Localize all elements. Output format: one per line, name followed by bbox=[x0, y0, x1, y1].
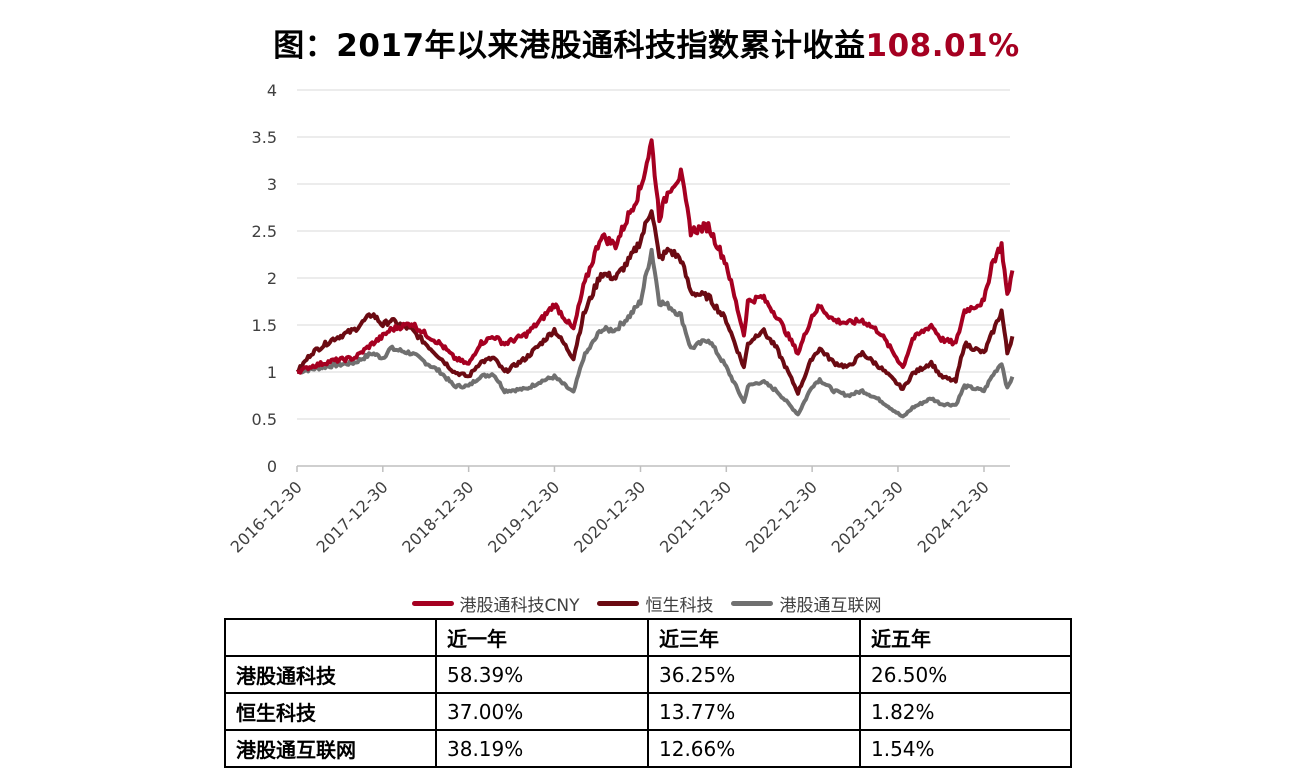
series-line-1 bbox=[295, 209, 1015, 396]
legend-item-internet: 港股通互联网 bbox=[731, 591, 881, 616]
legend-label: 港股通互联网 bbox=[779, 596, 882, 616]
returns-table: 近一年 近三年 近五年 港股通科技 58.39% 36.25% 26.50% 恒… bbox=[224, 618, 1072, 768]
series-line-2 bbox=[296, 247, 1015, 419]
chart-title-highlight: 108.01% bbox=[865, 28, 1020, 64]
y-tick-label: 1.5 bbox=[252, 316, 277, 335]
table-cell: 13.77% bbox=[647, 692, 861, 731]
row-label: 港股通科技 bbox=[224, 655, 437, 694]
legend: 港股通科技CNY 恒生科技 港股通互联网 bbox=[0, 591, 1293, 616]
y-tick-label: 0.5 bbox=[252, 410, 277, 429]
line-chart: 00.511.522.533.54 2016-12-30 2017-12-30 20… bbox=[227, 81, 1015, 557]
gridlines bbox=[297, 89, 1010, 420]
header-cell: 近五年 bbox=[859, 618, 1072, 657]
y-tick-label: 2 bbox=[267, 269, 277, 288]
x-tick-label: 2016-12-30 bbox=[227, 477, 306, 556]
y-tick-label: 3.5 bbox=[252, 128, 277, 147]
row-label: 恒生科技 bbox=[224, 692, 437, 731]
table-cell: 38.19% bbox=[435, 729, 649, 768]
y-tick-label: 3 bbox=[267, 175, 277, 194]
header-cell bbox=[224, 618, 437, 657]
table-cell: 26.50% bbox=[859, 655, 1072, 694]
x-tick-label: 2022-12-30 bbox=[742, 477, 821, 556]
y-axis-ticks: 0 0.5 1 1.5 2 2.5 3 3.5 4 bbox=[252, 81, 277, 476]
x-axis: 2016-12-30 2017-12-30 2018-12-30 2019-12-30… bbox=[227, 465, 1010, 557]
series-lines bbox=[295, 138, 1015, 419]
x-tick-label: 2019-12-30 bbox=[484, 477, 563, 556]
y-tick-label: 0 bbox=[267, 457, 277, 476]
x-tick-label: 2021-12-30 bbox=[656, 477, 735, 556]
x-tick-label: 2023-12-30 bbox=[828, 477, 907, 556]
table-row: 恒生科技 37.00% 13.77% 1.82% bbox=[224, 692, 1072, 731]
header-cell: 近三年 bbox=[647, 618, 861, 657]
x-tick-label: 2018-12-30 bbox=[398, 477, 477, 556]
x-tick-label: 2017-12-30 bbox=[312, 477, 391, 556]
x-tick-label: 2024-12-30 bbox=[914, 477, 993, 556]
legend-swatch bbox=[731, 601, 774, 606]
row-label: 港股通互联网 bbox=[224, 729, 437, 768]
x-tick-label: 2020-12-30 bbox=[570, 477, 649, 556]
legend-label: 港股通科技CNY bbox=[459, 596, 580, 616]
table-cell: 37.00% bbox=[435, 692, 649, 731]
y-tick-label: 4 bbox=[267, 81, 277, 100]
y-tick-label: 2.5 bbox=[252, 222, 277, 241]
y-tick-label: 1 bbox=[267, 363, 277, 382]
chart-title: 图：2017年以来港股通科技指数累计收益108.01% bbox=[0, 20, 1293, 65]
legend-swatch bbox=[411, 601, 454, 606]
table-header-row: 近一年 近三年 近五年 bbox=[224, 618, 1072, 657]
series-line-0 bbox=[296, 138, 1015, 375]
legend-swatch bbox=[597, 601, 640, 606]
table-row: 港股通科技 58.39% 36.25% 26.50% bbox=[224, 655, 1072, 694]
table-cell: 12.66% bbox=[647, 729, 861, 768]
table-cell: 36.25% bbox=[647, 655, 861, 694]
table-row: 港股通互联网 38.19% 12.66% 1.54% bbox=[224, 729, 1072, 768]
table-cell: 1.82% bbox=[859, 692, 1072, 731]
chart-title-main: 图：2017年以来港股通科技指数累计收益 bbox=[273, 28, 866, 64]
legend-item-hstech: 恒生科技 bbox=[597, 591, 713, 616]
table-cell: 58.39% bbox=[435, 655, 649, 694]
header-cell: 近一年 bbox=[435, 618, 649, 657]
legend-item-tech-cny: 港股通科技CNY bbox=[411, 591, 580, 616]
legend-label: 恒生科技 bbox=[645, 596, 714, 616]
table-cell: 1.54% bbox=[859, 729, 1072, 768]
